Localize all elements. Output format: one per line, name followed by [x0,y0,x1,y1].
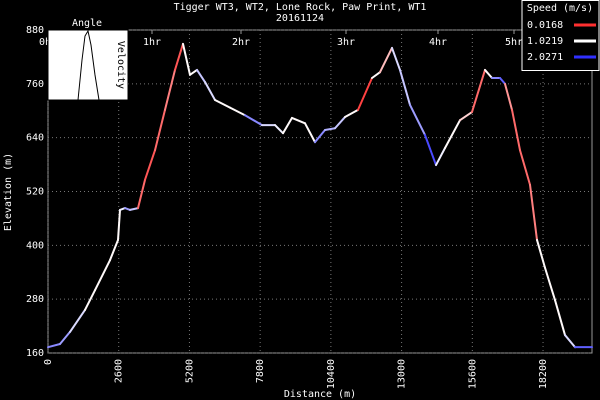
elevation-segment [519,149,532,186]
x-tick-label: 5200 [184,359,195,383]
elevation-segment [483,68,494,80]
top-tick-label: 1hr [143,37,161,48]
elevation-segment [423,133,438,167]
elevation-segment [409,103,426,136]
plot-area: 160 280 400 520 640 760 880 0 2600 5200 7800 10400 1… [26,25,593,389]
elevation-segment [214,98,231,109]
elevation-segment [282,116,294,135]
y-tick-label: 640 [26,133,44,144]
legend: Speed (m/s) 0.0168 1.0219 2.0271 [521,0,600,71]
x-tick-label: 10400 [326,359,337,389]
elevation-segment [154,108,166,152]
x-axis-label: Distance (m) [284,389,356,400]
inset-title: Angle [72,18,102,29]
inset-frame [47,29,129,101]
x-tick-label: 13000 [397,359,408,389]
elevation-segment [554,299,566,337]
elevation-segment [304,122,316,144]
y-tick-label: 880 [26,25,44,36]
elevation-segment [196,68,206,84]
chart-title: Tigger WT3, WT2, Lone Rock, Paw Print, W… [174,2,427,13]
elevation-segment [356,77,374,111]
elevation-segment [163,68,176,111]
elevation-segment [444,119,461,149]
elevation-segment [83,289,97,311]
x-tick-label: 2600 [114,359,125,383]
legend-label: 1.0219 [527,36,563,47]
elevation-segment [390,46,401,71]
y-axis-label: Elevation (m) [3,153,14,231]
top-tick-label: 3hr [337,37,355,48]
elevation-segment [108,238,120,262]
elevation-segment [189,68,199,76]
elevation-segment [470,68,486,114]
elevation-segment [458,111,473,122]
elevation-segment [129,207,140,211]
x-tick-label: 7800 [255,359,266,383]
elevation-segment [47,343,61,349]
elevation-segment [499,77,506,85]
legend-label: 0.0168 [527,20,563,31]
elevation-segment [563,334,576,349]
elevation-segment [203,81,217,101]
elevation-segment [69,308,86,333]
elevation-segment [333,116,346,130]
elevation-segment [173,42,184,71]
elevation-segment [58,330,72,346]
x-tick-label: 0 [43,359,54,365]
elevation-segment [511,108,522,152]
y-tick-label: 400 [26,240,44,251]
y-tick-label: 760 [26,79,44,90]
elevation-segment [94,259,111,292]
chart-subtitle: 20161124 [276,13,324,24]
elevation-segment [291,116,307,125]
inset: Angle Velocity [47,18,129,101]
y-tick-label: 160 [26,348,44,359]
elevation-segment [313,129,327,144]
legend-frame [521,0,600,71]
elevation-segment [244,114,264,127]
elevation-segment [529,183,539,241]
top-tick-label: 5hr [505,37,523,48]
y-tick-label: 280 [26,294,44,305]
elevation-segment [274,124,285,135]
elevation-segment [536,238,546,269]
legend-title: Speed (m/s) [527,3,593,14]
elevation-segment [503,82,514,111]
top-tick-label: 2hr [232,37,250,48]
x-tick-label: 18200 [538,359,549,389]
y-tick-label: 520 [26,187,44,198]
elevation-segment [228,106,247,117]
elevation-segment [343,108,359,119]
top-tick-label: 4hr [429,37,447,48]
elevation-segment [181,42,192,76]
elevation-segment [435,146,447,167]
elevation-segment [379,46,393,74]
elevation-segment [398,68,412,106]
inset-curve [77,29,100,101]
elevation-segment [143,149,157,181]
x-tick-label: 15600 [467,359,478,389]
elevation-segment [543,266,557,302]
elevation-segment [324,127,336,132]
elevation-segment [371,71,382,80]
elevation-segment [137,178,146,210]
legend-label: 2.0271 [527,52,563,63]
elevation-segment [117,208,121,241]
inset-ylabel: Velocity [115,41,126,89]
